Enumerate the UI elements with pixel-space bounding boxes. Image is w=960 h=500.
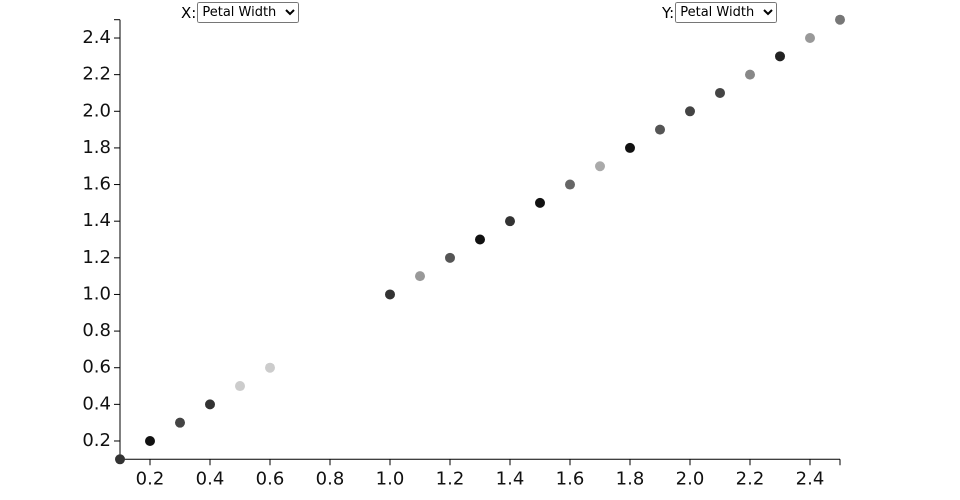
x-control: X: Petal Width xyxy=(181,2,300,23)
point xyxy=(265,362,275,373)
x-tick-label: 2.2 xyxy=(736,468,765,489)
y-tick-label: 1.0 xyxy=(82,283,111,304)
y-tick-label: 2.4 xyxy=(82,27,111,48)
point xyxy=(565,179,575,190)
y-tick-label: 2.0 xyxy=(82,100,111,121)
y-tick-label: 1.2 xyxy=(82,247,111,268)
x-tick-label: 0.8 xyxy=(316,468,345,489)
y-tick-label: 1.4 xyxy=(82,210,111,231)
x-tick-label: 0.6 xyxy=(256,468,285,489)
y-tick-label: 1.8 xyxy=(82,137,111,158)
point xyxy=(445,252,455,263)
point xyxy=(145,435,155,446)
point xyxy=(655,124,665,135)
x-tick-label: 1.2 xyxy=(436,468,465,489)
y-tick-label: 2.2 xyxy=(82,64,111,85)
point xyxy=(175,417,185,428)
x-tick-label: 1.8 xyxy=(616,468,645,489)
point xyxy=(415,271,425,282)
y-tick-label: 0.6 xyxy=(82,357,111,378)
point xyxy=(535,197,545,208)
point xyxy=(745,69,755,80)
point xyxy=(715,87,725,98)
point xyxy=(775,51,785,62)
x-tick-label: 0.4 xyxy=(196,468,225,489)
x-tick-label: 0.2 xyxy=(136,468,165,489)
y-tick-label: 0.8 xyxy=(82,320,111,341)
point xyxy=(835,14,845,25)
y-control: Y: Petal Width xyxy=(662,2,778,23)
point xyxy=(685,106,695,117)
point xyxy=(595,161,605,172)
x-select[interactable]: Petal Width xyxy=(197,2,300,23)
y-tick-label: 0.4 xyxy=(82,393,111,414)
point xyxy=(115,454,125,465)
x-label: X: xyxy=(181,3,197,22)
x-tick-label: 2.0 xyxy=(676,468,705,489)
point xyxy=(205,399,215,410)
x-tick-label: 1.6 xyxy=(556,468,585,489)
y-tick-label: 0.2 xyxy=(82,430,111,451)
x-tick-label: 1.0 xyxy=(376,468,405,489)
y-select[interactable]: Petal Width xyxy=(675,2,778,23)
point xyxy=(235,381,245,392)
y-tick-label: 1.6 xyxy=(82,174,111,195)
y-label: Y: xyxy=(662,3,675,22)
point xyxy=(385,289,395,300)
x-tick-label: 1.4 xyxy=(496,468,525,489)
point xyxy=(505,216,515,227)
x-tick-label: 2.4 xyxy=(796,468,825,489)
point xyxy=(625,142,635,153)
point xyxy=(805,33,815,44)
point xyxy=(475,234,485,245)
